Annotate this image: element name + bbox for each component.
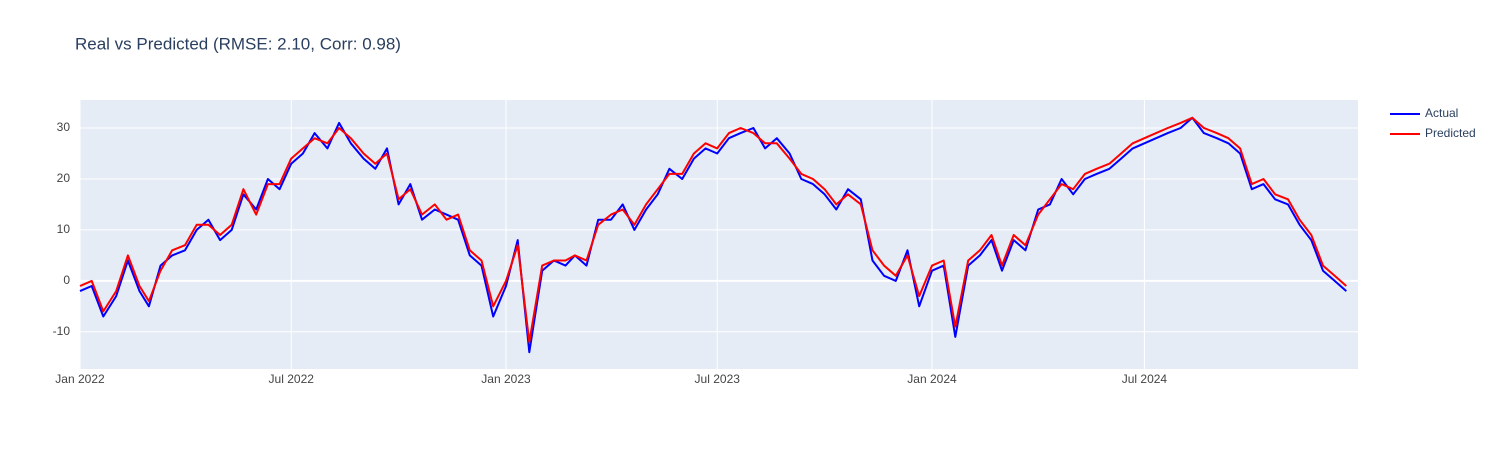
series-line <box>79 116 1347 354</box>
y-tick-label: 30 <box>57 120 71 134</box>
x-tick-label: Jan 2022 <box>55 372 105 386</box>
x-tick-label: Jul 2022 <box>269 372 315 386</box>
x-tick-label: Jan 2023 <box>481 372 531 386</box>
series-line <box>79 116 1347 343</box>
y-tick-label: 20 <box>57 171 71 185</box>
y-tick-label: -10 <box>53 324 71 338</box>
plot-area <box>80 100 1358 369</box>
x-tick-label: Jul 2023 <box>695 372 741 386</box>
y-tick-label: 10 <box>57 222 71 236</box>
x-tick-label: Jan 2024 <box>907 372 957 386</box>
chart-title: Real vs Predicted (RMSE: 2.10, Corr: 0.9… <box>75 34 401 53</box>
legend-label: Actual <box>1425 106 1458 120</box>
legend-label: Predicted <box>1425 126 1476 140</box>
x-tick-label: Jul 2024 <box>1122 372 1168 386</box>
y-tick-label: 0 <box>63 273 70 287</box>
